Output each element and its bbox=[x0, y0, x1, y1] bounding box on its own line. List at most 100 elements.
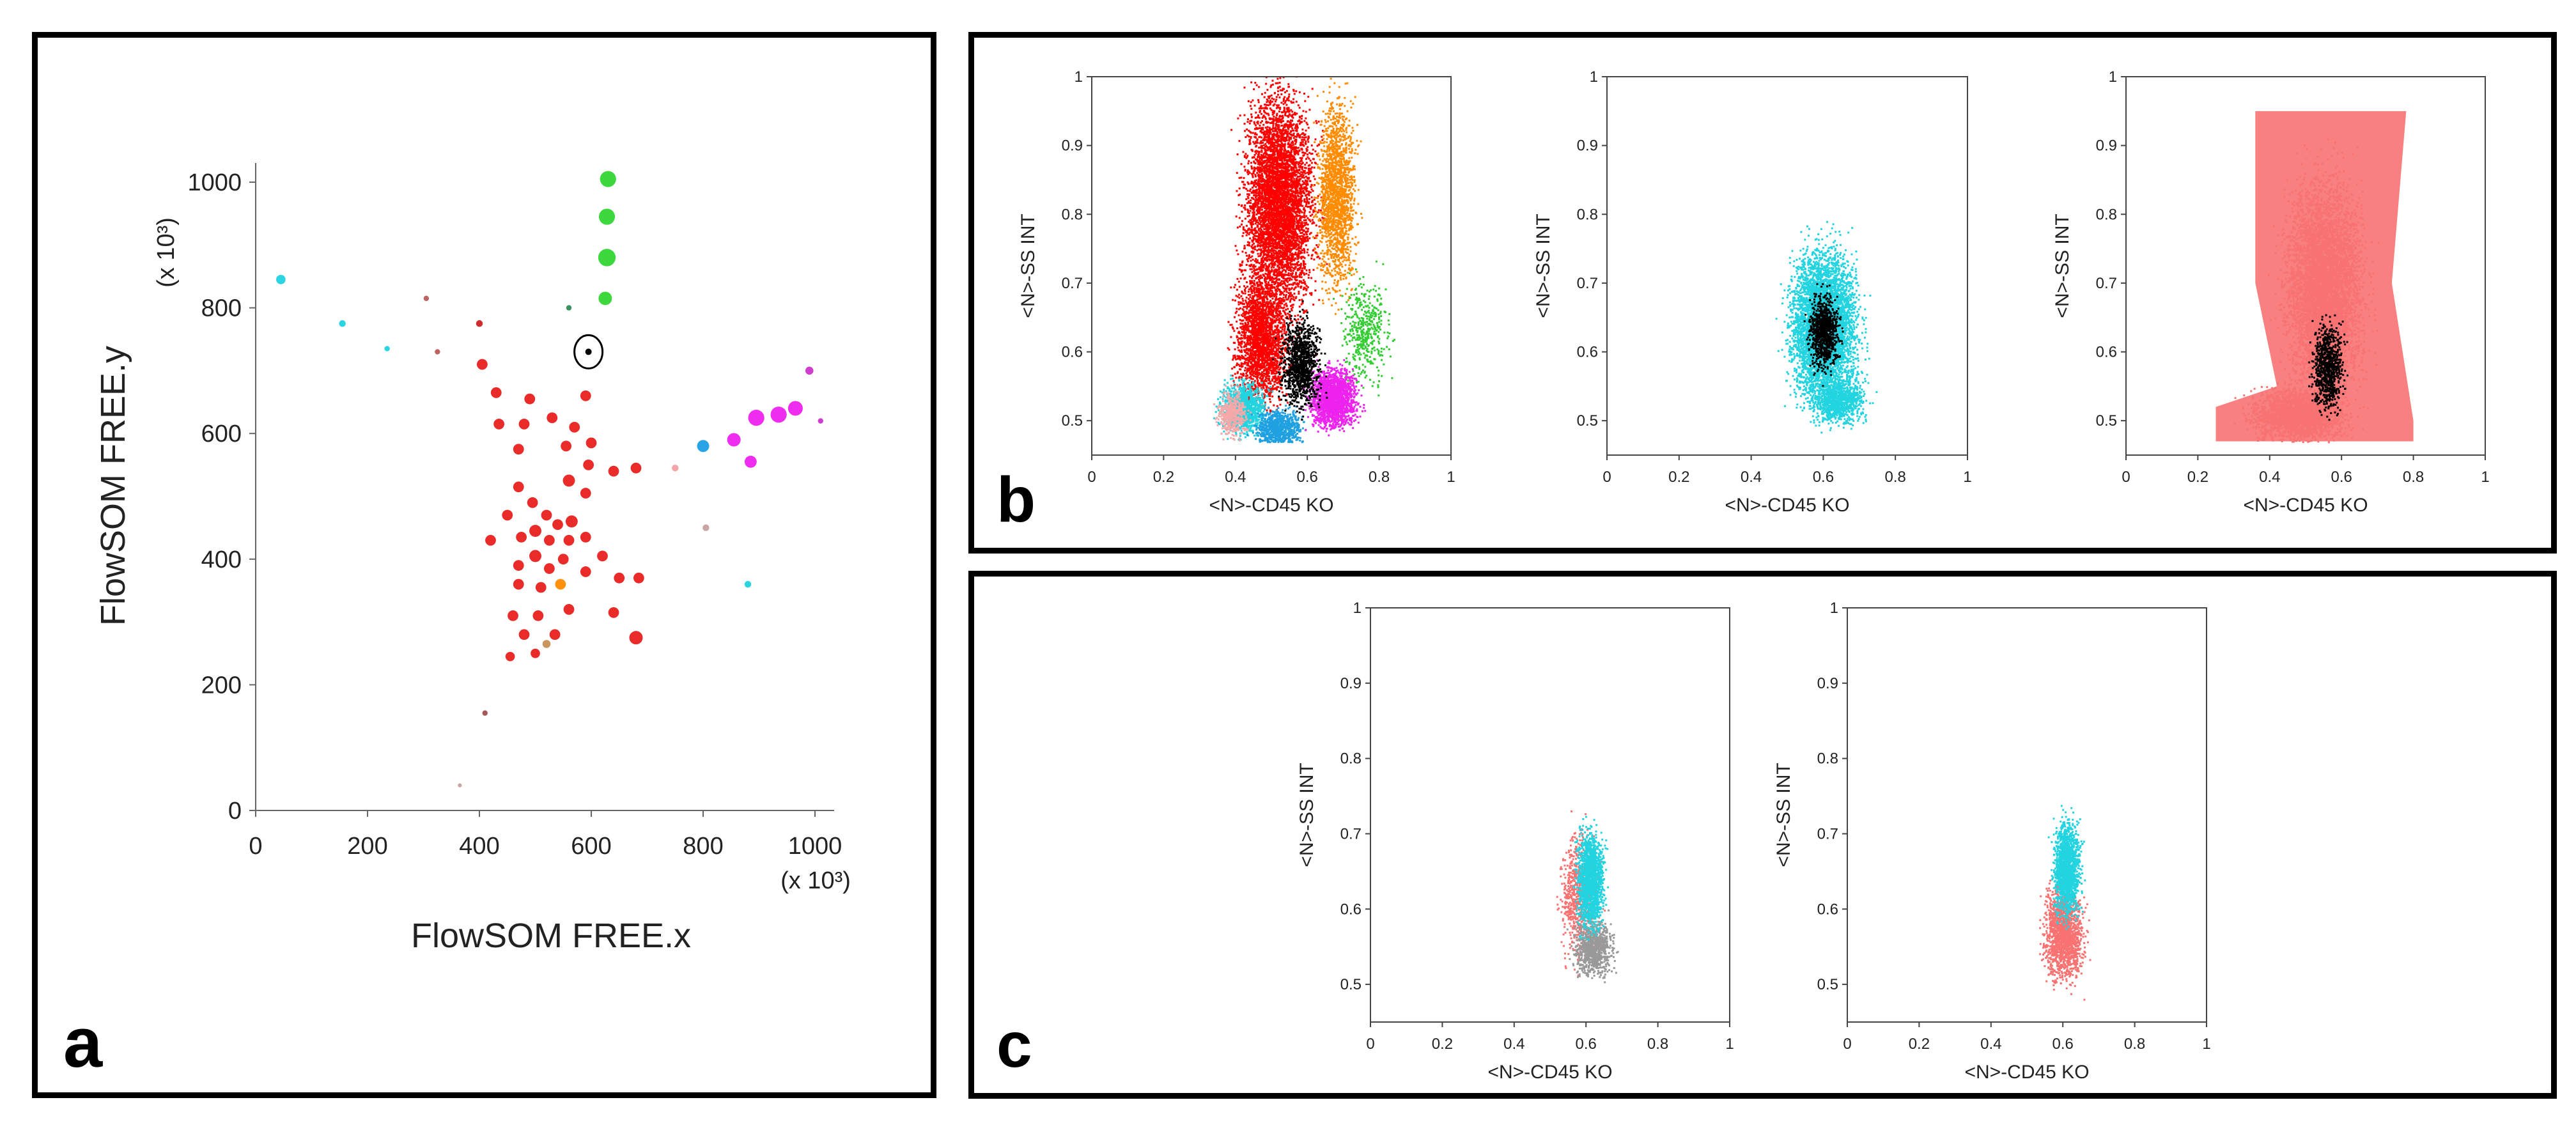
som-node bbox=[276, 275, 286, 284]
x-tick-label: 0 bbox=[1602, 469, 1611, 486]
scatter-points bbox=[2039, 805, 2091, 1001]
y-tick-label: 1 bbox=[2109, 68, 2117, 86]
som-node bbox=[552, 519, 563, 531]
som-node bbox=[435, 349, 440, 355]
y-tick-label: 0.6 bbox=[2096, 344, 2117, 361]
point-cloud bbox=[1572, 816, 1610, 941]
x-tick-label: 0.4 bbox=[1741, 469, 1762, 486]
som-node bbox=[518, 629, 530, 640]
y-tick-label: 1000 bbox=[187, 169, 242, 196]
y-axis-label: <N>-SS INT bbox=[2052, 213, 2073, 318]
plot-frame bbox=[1606, 76, 1968, 456]
som-node bbox=[555, 578, 566, 590]
y-tick-label: 0 bbox=[228, 798, 242, 825]
y-tick-label: 0.5 bbox=[1340, 976, 1362, 993]
som-node bbox=[513, 560, 524, 571]
scatter-points bbox=[1213, 77, 1395, 444]
x-tick-label: 0.4 bbox=[1980, 1035, 2001, 1053]
x-tick-label: 0.6 bbox=[2052, 1035, 2074, 1053]
y-tick-label: 0.5 bbox=[1062, 412, 1083, 430]
y-tick-label: 0.8 bbox=[2096, 206, 2117, 223]
panel-letter-a: a bbox=[63, 1003, 103, 1082]
x-tick-label: 0.8 bbox=[1369, 469, 1390, 486]
som-node bbox=[608, 607, 619, 618]
som-node bbox=[535, 582, 547, 593]
som-node bbox=[744, 455, 757, 468]
y-tick-label: 0.9 bbox=[1817, 675, 1838, 692]
point-cloud bbox=[1230, 77, 1328, 356]
y-tick-label: 0.9 bbox=[1062, 137, 1083, 155]
y-tick-label: 0.9 bbox=[1577, 137, 1598, 155]
scatter-points bbox=[1775, 221, 1878, 434]
som-node bbox=[565, 515, 578, 528]
point-cloud bbox=[1333, 260, 1395, 397]
som-node bbox=[541, 509, 552, 521]
som-node bbox=[818, 418, 823, 424]
scatter-points bbox=[2215, 111, 2414, 444]
som-node bbox=[529, 550, 541, 562]
y-axis-label: FlowSOM FREE.y bbox=[94, 346, 132, 626]
y-tick-label: 800 bbox=[201, 295, 242, 322]
chart-b2: 0 0.2 0.4 0.6 0.8 1 0.5 0.6 0.7 0.8 0.9 1 <N>-CD45 K… bbox=[1533, 68, 1972, 516]
som-node bbox=[476, 320, 483, 327]
som-node bbox=[629, 631, 643, 645]
x-tick-label: 200 bbox=[347, 833, 387, 860]
som-node bbox=[727, 433, 741, 447]
som-node bbox=[524, 393, 536, 405]
y-tick-label: 0.6 bbox=[1577, 344, 1598, 361]
x-tick-label: 1 bbox=[1725, 1035, 1734, 1053]
x-tick-label: 400 bbox=[459, 833, 499, 860]
som-node bbox=[805, 366, 814, 375]
y-axis-label: <N>-SS INT bbox=[1773, 763, 1794, 867]
y-axis-label: <N>-SS INT bbox=[1296, 763, 1317, 867]
x-tick-label: 0.6 bbox=[1576, 1035, 1597, 1053]
y-tick-label: 1 bbox=[1353, 600, 1362, 617]
y-tick-label: 0.5 bbox=[2096, 412, 2117, 430]
point-cloud bbox=[1227, 251, 1300, 432]
som-node bbox=[502, 509, 513, 521]
y-tick-label: 0.8 bbox=[1340, 750, 1362, 768]
som-node bbox=[458, 783, 462, 787]
panel-a: a bbox=[32, 32, 936, 1098]
som-node bbox=[586, 437, 597, 449]
som-node bbox=[563, 474, 575, 487]
y-tick-label: 0.7 bbox=[1577, 275, 1598, 292]
som-node bbox=[580, 390, 591, 401]
y-tick-label: 1 bbox=[1590, 68, 1598, 86]
som-node bbox=[516, 531, 527, 543]
y-multiplier-label: (x 10³) bbox=[153, 217, 180, 288]
plot-frame bbox=[2125, 76, 2486, 456]
y-tick-label: 0.7 bbox=[1062, 275, 1083, 292]
point-cloud bbox=[1312, 77, 1363, 315]
y-tick-label: 0.7 bbox=[1817, 825, 1838, 842]
plot-frame bbox=[1091, 76, 1452, 456]
som-node bbox=[744, 580, 752, 588]
som-node bbox=[598, 291, 612, 306]
plot-frame bbox=[1370, 607, 1730, 1023]
chart-b3: 0 0.2 0.4 0.6 0.8 1 0.5 0.6 0.7 0.8 0.9 1 <N>-CD45 K… bbox=[2052, 68, 2490, 516]
y-tick-label: 1 bbox=[1075, 68, 1083, 86]
point-cloud bbox=[1213, 385, 1252, 442]
som-node bbox=[702, 524, 710, 531]
x-axis-label: FlowSOM FREE.x bbox=[411, 917, 691, 955]
som-node bbox=[598, 208, 616, 225]
som-node bbox=[423, 295, 430, 302]
x-axis-label: <N>-CD45 KO bbox=[2243, 495, 2368, 516]
highlight-node bbox=[585, 348, 592, 355]
y-tick-label: 0.8 bbox=[1062, 206, 1083, 223]
som-node bbox=[529, 525, 541, 538]
x-tick-label: 1 bbox=[2481, 469, 2489, 486]
som-node bbox=[580, 488, 591, 499]
x-tick-label: 0.2 bbox=[1432, 1035, 1453, 1053]
som-node bbox=[569, 421, 580, 433]
y-tick-label: 0.8 bbox=[1577, 206, 1598, 223]
som-node bbox=[532, 610, 544, 621]
y-axis-label: <N>-SS INT bbox=[1018, 213, 1039, 318]
som-node bbox=[339, 320, 346, 327]
y-tick-label: 0.9 bbox=[1340, 675, 1362, 692]
som-node bbox=[508, 610, 518, 621]
x-tick-label: 0.2 bbox=[2187, 469, 2208, 486]
point-cloud bbox=[2308, 314, 2348, 421]
x-tick-label: 0.2 bbox=[1909, 1035, 1930, 1053]
